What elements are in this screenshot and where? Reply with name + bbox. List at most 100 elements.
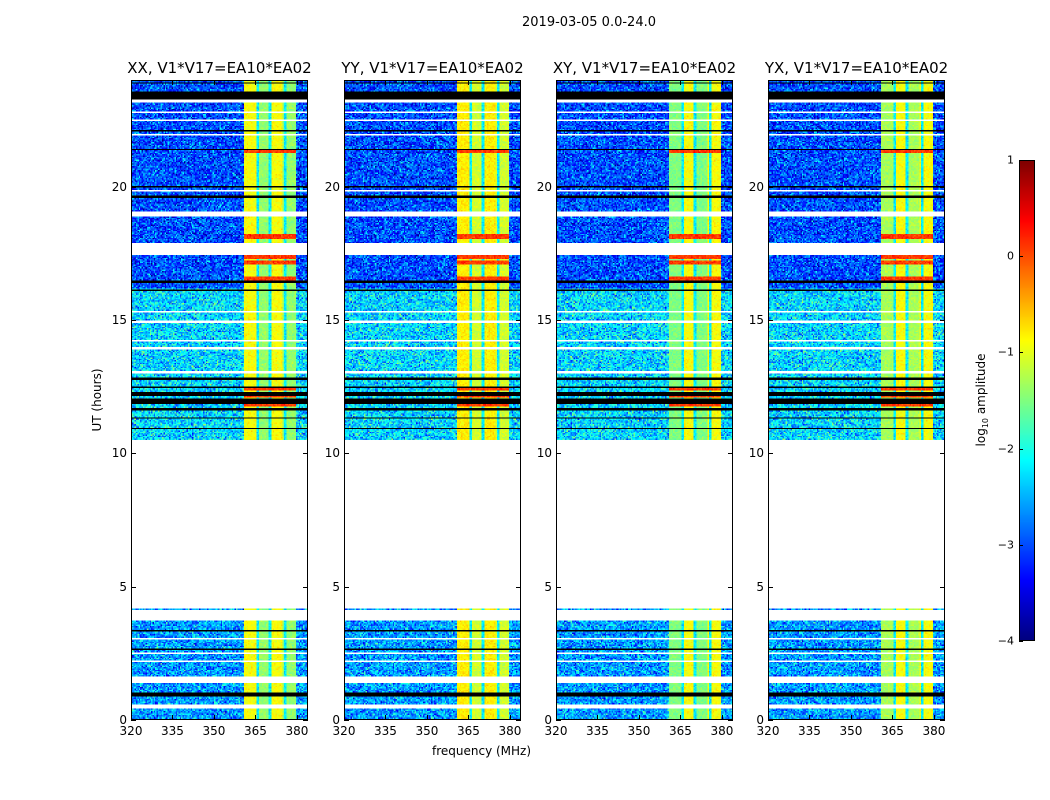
y-tick [768,720,773,721]
y-tick [556,453,561,455]
y-tick-label: 0 [119,713,127,727]
x-tick [597,80,599,85]
y-tick [728,720,733,721]
x-tick-label: 335 [586,724,609,738]
heatmap-panel-2 [556,80,733,720]
y-tick-label: 20 [536,179,552,194]
y-tick [768,186,773,188]
y-tick [728,586,733,588]
x-tick [255,715,257,720]
x-tick-label: 320 [756,724,780,738]
y-tick [940,453,945,455]
x-tick-label: 350 [627,724,651,738]
y-tick [940,186,945,188]
x-tick [296,715,298,720]
colorbar-tick [1019,256,1023,258]
x-tick-label: 335 [161,724,184,738]
x-tick [597,715,599,720]
x-tick [296,80,298,85]
y-tick-label: 10 [536,446,552,461]
y-tick [344,186,349,188]
y-tick-label: 15 [748,313,764,327]
y-tick-label: 0 [756,713,764,727]
colorbar-label: log10 amplitude [974,354,990,447]
y-tick [940,720,945,721]
x-tick [850,715,852,720]
y-tick-label: 5 [544,579,552,594]
y-tick [131,586,136,588]
colorbar-label-sub: 10 [981,417,991,429]
x-tick-label: 380 [285,724,309,738]
y-tick [303,186,308,188]
x-tick-label: 350 [839,724,863,738]
y-tick-label: 10 [748,446,764,461]
y-tick-label: 20 [111,179,127,194]
x-tick [426,80,428,85]
x-tick [509,80,511,85]
y-tick [728,320,733,321]
x-tick [172,715,174,720]
y-tick-label: 15 [111,313,127,327]
y-tick-label: 20 [324,179,340,194]
colorbar-tick [1019,352,1023,354]
x-tick [468,80,470,85]
x-tick [768,80,769,85]
y-tick [303,720,308,721]
x-tick-label: 335 [798,724,821,738]
colorbar-tick-label: −1 [997,345,1014,359]
y-tick [131,720,136,721]
y-tick [344,586,349,588]
colorbar-gradient [1020,161,1034,640]
x-tick-label: 380 [498,724,522,738]
y-tick [768,320,773,321]
x-tick-label: 320 [544,724,568,738]
x-tick [680,80,682,85]
x-tick-label: 365 [669,724,692,738]
colorbar-tick [1019,448,1023,450]
x-tick [721,80,723,85]
heatmap-panel-1 [344,80,521,720]
x-axis-label: frequency (MHz) [432,744,532,758]
y-tick [768,453,773,455]
y-tick [768,586,773,588]
heatmap-panel-3 [768,80,945,720]
y-tick [516,186,521,188]
x-tick-label: 380 [710,724,734,738]
x-tick [213,80,215,85]
panel-title: YX, V1*V17=EA10*EA02 [764,59,949,77]
y-tick [131,453,136,455]
x-tick [721,715,723,720]
y-tick-label: 5 [332,579,340,594]
colorbar-tick-label: 0 [1007,249,1014,263]
x-tick-label: 350 [415,724,439,738]
x-tick-label: 350 [202,724,226,738]
x-tick [933,715,935,720]
y-tick [516,720,521,721]
y-tick [940,320,945,321]
x-tick [385,80,387,85]
y-tick [940,586,945,588]
heatmap-image [769,81,944,719]
x-tick [638,715,640,720]
colorbar-tick-label: −3 [997,538,1014,552]
x-tick-label: 320 [332,724,356,738]
y-tick [556,186,561,188]
y-tick-label: 5 [756,579,764,594]
x-tick [768,715,769,720]
x-tick [344,715,345,720]
panel-title: XX, V1*V17=EA10*EA02 [127,59,312,77]
x-tick [638,80,640,85]
y-tick-label: 10 [111,446,127,461]
y-tick [303,453,308,455]
x-tick [933,80,935,85]
y-tick [303,320,308,321]
x-tick [172,80,174,85]
y-tick [344,720,349,721]
x-tick [385,715,387,720]
y-tick-label: 15 [536,313,552,327]
x-tick [344,80,345,85]
heatmap-image [132,81,307,719]
heatmap-image [345,81,520,719]
colorbar-tick-label: −4 [997,634,1014,648]
